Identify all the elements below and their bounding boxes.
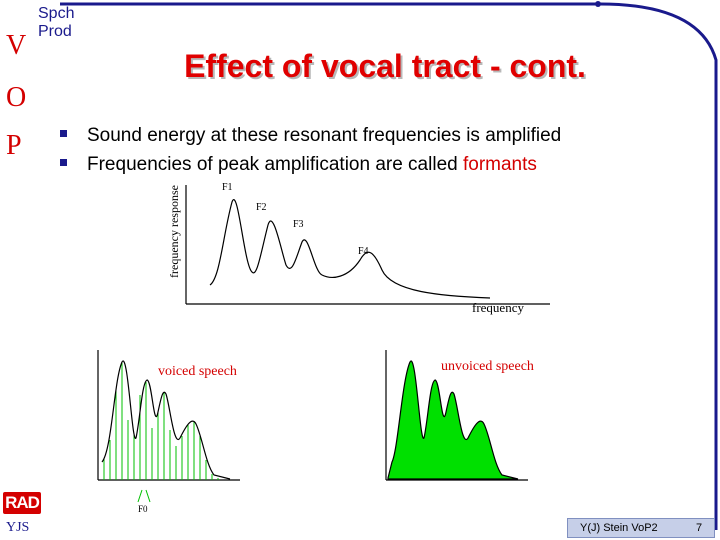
vop-letter-p: P <box>6 130 22 161</box>
page-number: 7 <box>696 522 703 534</box>
topic-line-1: Spch <box>38 5 75 22</box>
voiced-envelope <box>101 360 231 480</box>
unvoiced-speech-label: unvoiced speech <box>441 359 534 374</box>
x-axis-label: frequency <box>472 300 524 315</box>
harmonic-lines <box>103 362 219 480</box>
formant-label-f1: F1 <box>222 182 233 193</box>
bullet-text-2: Frequencies of peak amplification are ca… <box>87 154 463 175</box>
topic-line-2: Prod <box>38 23 72 40</box>
rad-logo: RAD <box>3 492 41 514</box>
bullet-square-icon <box>60 159 67 167</box>
slide-title: Effect of vocal tract - cont. <box>184 48 586 84</box>
formant-label-f4: F4 <box>358 246 369 257</box>
voiced-label-box: voiced speech <box>158 364 237 379</box>
y-axis-label: frequency response <box>167 185 181 278</box>
bullet-text-1: Sound energy at these resonant frequenci… <box>87 125 562 146</box>
formants-term: formants <box>462 154 537 175</box>
unvoiced-fill <box>387 360 519 480</box>
footer-bar: Y(J) Stein VoP2 7 <box>567 518 715 538</box>
unvoiced-label-box: unvoiced speech <box>441 359 534 374</box>
unvoiced-spectrum-figure <box>385 350 528 481</box>
formant-response-figure: frequency response F1 F2 F3 F4 frequency <box>167 182 550 315</box>
f0-pointer <box>137 489 151 503</box>
formant-label-f3: F3 <box>293 219 304 230</box>
vop-letter-o: O <box>6 82 27 113</box>
bullet-square-icon <box>60 130 67 138</box>
formant-label-f2: F2 <box>256 202 267 213</box>
voiced-spectrum-figure: F0 <box>97 350 240 514</box>
f0-label: F0 <box>138 504 148 514</box>
footer-credit: Y(J) Stein VoP2 <box>580 522 658 534</box>
bullet-item-1: Sound energy at these resonant frequenci… <box>60 125 561 147</box>
topic-label: Spch Prod <box>38 5 74 41</box>
voiced-speech-label: voiced speech <box>158 364 237 379</box>
author-initials: YJS <box>6 520 30 535</box>
response-curve <box>209 199 491 299</box>
bullet-item-2: Frequencies of peak amplification are ca… <box>60 154 537 176</box>
vop-letter-v: V <box>6 30 27 61</box>
